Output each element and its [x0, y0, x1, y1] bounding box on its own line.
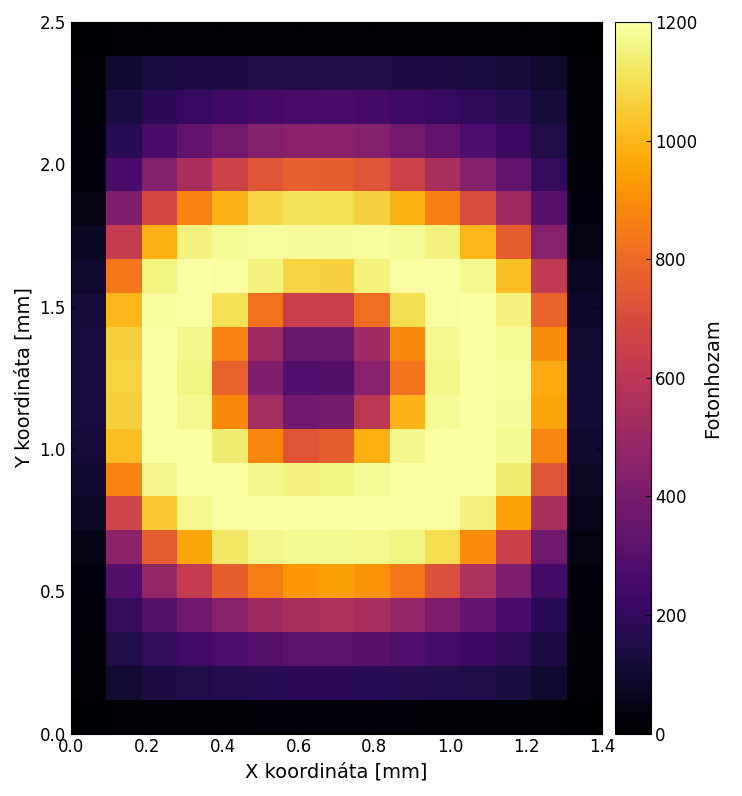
Y-axis label: Fotonhozam: Fotonhozam: [703, 318, 722, 438]
X-axis label: X koordináta [mm]: X koordináta [mm]: [246, 762, 427, 781]
Y-axis label: Y koordináta [mm]: Y koordináta [mm]: [15, 287, 34, 468]
